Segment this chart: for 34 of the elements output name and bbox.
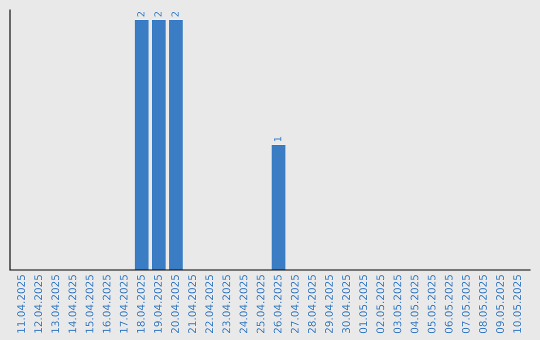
x-tick-label: 08.05.2025	[478, 275, 487, 334]
x-tick-label: 04.05.2025	[410, 275, 418, 334]
x-tick-label: 24.04.2025	[239, 275, 248, 334]
x-tick-label: 30.04.2025	[342, 275, 350, 334]
x-tick-label: 25.04.2025	[256, 275, 264, 334]
x-tick-label: 03.05.2025	[393, 275, 402, 334]
x-tick-label: 19.04.2025	[154, 275, 162, 333]
x-tick-label: 01.05.2025	[359, 275, 368, 334]
x-tick-label: 05.05.2025	[428, 275, 436, 334]
x-tick-label: 20.04.2025	[171, 275, 179, 334]
x-tick-label: 10.05.2025	[513, 275, 522, 333]
x-tick-label: 07.05.2025	[462, 275, 470, 334]
x-tick-label: 11.04.2025	[17, 275, 25, 333]
data-label: 1	[274, 136, 282, 142]
x-tick-label: 23.04.2025	[222, 275, 230, 334]
x-tick-label: 27.04.2025	[290, 275, 299, 334]
x-tick-label: 26.04.2025	[274, 275, 282, 334]
x-tick-label: 15.04.2025	[86, 275, 94, 333]
x-tick-label: 09.05.2025	[496, 275, 504, 334]
x-tick-label: 14.04.2025	[68, 275, 76, 333]
x-tick-label: 06.05.2025	[444, 275, 453, 334]
x-tick-label: 21.04.2025	[188, 275, 196, 334]
x-tick-label: 17.04.2025	[120, 275, 128, 333]
data-label: 2	[171, 12, 179, 17]
x-tick-label: 13.04.2025	[51, 275, 60, 333]
x-tick-label: 22.04.2025	[205, 275, 214, 334]
x-tick-label: 29.04.2025	[325, 275, 333, 334]
data-label: 2	[154, 12, 162, 17]
x-tick-label: 28.04.2025	[308, 275, 316, 334]
x-tick-label: 16.04.2025	[102, 275, 111, 333]
x-tick-label: 02.05.2025	[376, 275, 384, 334]
x-tick-label: 18.04.2025	[136, 275, 145, 333]
data-label: 2	[137, 12, 144, 17]
x-tick-label: 12.04.2025	[34, 275, 42, 333]
